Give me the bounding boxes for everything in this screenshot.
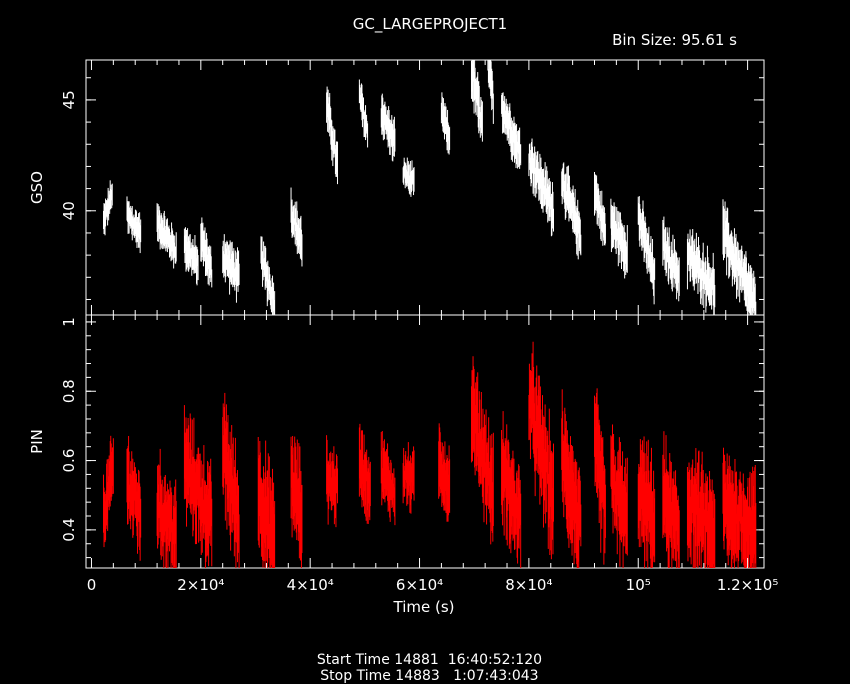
x-tick-label: 8×10⁴ (505, 576, 552, 594)
x-tick-label: 1.2×10⁵ (717, 576, 779, 594)
x-tick-label: 10⁵ (626, 576, 651, 594)
bin-size-annotation: Bin Size: 95.61 s (612, 31, 737, 49)
panel-frame-gso (85, 59, 765, 316)
x-tick-label: 4×10⁴ (287, 576, 334, 594)
data-series-gso (102, 60, 757, 315)
y-axis-label-pin: PIN (28, 429, 46, 454)
y-tick-label: 0.8 (60, 379, 78, 403)
stop-time: Stop Time 14883 1:07:43:043 (320, 668, 539, 684)
start-time: Start Time 14881 16:40:52:120 (316, 652, 543, 668)
chart-title: GC_LARGEPROJECT1 (353, 15, 507, 34)
y-axis-label-gso: GSO (28, 171, 46, 204)
panel-gso: 40 45 GSO (28, 59, 765, 316)
panel-pin: 0.4 0.6 0.8 1 PIN (28, 314, 765, 569)
time-footer: Start Time 14881 16:40:52:120 Stop Time … (0, 636, 850, 684)
y-tick-label: 1 (60, 317, 78, 327)
y-tick-label: 40 (60, 201, 78, 220)
panel-frame-pin (85, 314, 765, 569)
y-tick-label: 0.4 (60, 518, 78, 542)
x-axis-label: Time (s) (393, 598, 455, 616)
y-tick-label: 0.6 (60, 449, 78, 473)
y-tick-label: 45 (60, 90, 78, 109)
x-tick-label: 2×10⁴ (177, 576, 224, 594)
data-series-pin (102, 341, 757, 568)
x-tick-label: 6×10⁴ (396, 576, 443, 594)
x-tick-label: 0 (87, 576, 97, 594)
